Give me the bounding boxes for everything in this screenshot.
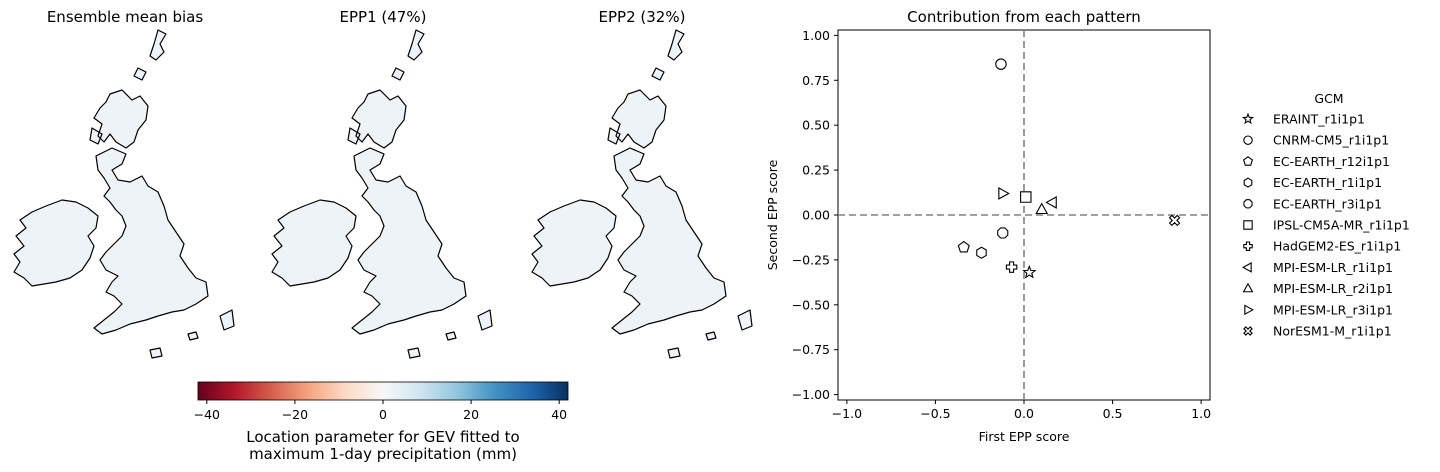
- map-title-2: EPP1 (47%): [340, 8, 427, 26]
- map-panels: Ensemble mean bias EPP1 (47%) EPP2 (32%): [13, 8, 753, 359]
- legend-label: HadGEM2-ES_r1i1p1: [1273, 239, 1401, 254]
- x-tick-label: −1.0: [832, 406, 862, 421]
- x-axis-label: First EPP score: [979, 429, 1070, 444]
- legend-label: EC-EARTH_r1i1p1: [1273, 175, 1382, 190]
- scatter-point: [998, 187, 1010, 200]
- legend-item: MPI-ESM-LR_r3i1p1: [1244, 302, 1393, 317]
- map-panel-2: EPP1 (47%): [271, 8, 493, 359]
- legend-marker: [1241, 112, 1255, 125]
- scatter-point: [997, 227, 1009, 239]
- legend: GCM ERAINT_r1i1p1 CNRM-CM5_r1i1p1 EC-EARTH…: [1241, 91, 1410, 339]
- legend-marker: [1243, 199, 1253, 209]
- legend-item: EC-EARTH_r12i1p1: [1242, 154, 1390, 169]
- legend-marker: [1244, 304, 1254, 316]
- land-fill: [272, 30, 492, 358]
- y-axis-label: Second EPP score: [765, 159, 780, 270]
- x-tick-label: 0.5: [1103, 406, 1123, 421]
- legend-label: MPI-ESM-LR_r1i1p1: [1273, 260, 1393, 275]
- legend-item: CNRM-CM5_r1i1p1: [1243, 133, 1389, 148]
- y-tick-label: −0.25: [792, 252, 830, 267]
- legend-marker: [1243, 135, 1253, 145]
- legend-marker: [1243, 241, 1253, 251]
- legend-label: EC-EARTH_r12i1p1: [1273, 154, 1390, 169]
- legend-item: NorESM1-M_r1i1p1: [1243, 324, 1392, 339]
- legend-marker: [1242, 262, 1252, 273]
- colorbar-tick-label: 40: [551, 407, 567, 422]
- colorbar-tick-label: 0: [379, 407, 387, 422]
- colorbar-label-line1: Location parameter for GEV fitted to: [246, 428, 519, 446]
- legend-item: ERAINT_r1i1p1: [1241, 112, 1365, 127]
- legend-label: MPI-ESM-LR_r2i1p1: [1273, 281, 1393, 296]
- legend-marker: [1243, 326, 1253, 336]
- scatter-point: [976, 246, 987, 259]
- y-tick-label: 0.25: [802, 163, 830, 178]
- scatter-point: [1020, 191, 1032, 203]
- scatter-point: [1035, 202, 1049, 215]
- colorbar: −40 −20 0 20 40 Location parameter for GEV f…: [194, 381, 569, 463]
- legend-marker: [1242, 156, 1254, 166]
- y-tick-label: −0.50: [792, 297, 830, 312]
- legend-item: EC-EARTH_r1i1p1: [1243, 175, 1382, 190]
- legend-item: HadGEM2-ES_r1i1p1: [1243, 239, 1401, 254]
- legend-marker: [1243, 177, 1253, 188]
- map-panel-3: EPP2 (32%): [531, 8, 753, 359]
- x-tick-label: −0.5: [920, 406, 950, 421]
- legend-marker: [1242, 282, 1254, 293]
- legend-item: EC-EARTH_r3i1p1: [1243, 196, 1382, 211]
- scatter-point: [1045, 196, 1057, 209]
- y-tick-label: −1.00: [792, 387, 830, 402]
- scatter-point: [1168, 214, 1181, 227]
- scatter-point: [1022, 264, 1037, 279]
- uk-map-2: [271, 29, 493, 359]
- scatter-ticks: −1.0 −0.5 0.0 0.5 1.0 1.00 0.75 0.50 0.25 0.00 −0.…: [792, 28, 1211, 421]
- legend-label: IPSL-CM5A-MR_r1i1p1: [1273, 218, 1410, 233]
- legend-item: MPI-ESM-LR_r1i1p1: [1242, 260, 1393, 275]
- legend-label: ERAINT_r1i1p1: [1273, 112, 1365, 127]
- legend-item: IPSL-CM5A-MR_r1i1p1: [1243, 218, 1410, 233]
- colorbar-tick-label: −40: [194, 407, 220, 422]
- colorbar-label-line2: maximum 1-day precipitation (mm): [249, 445, 517, 463]
- y-tick-label: 0.50: [802, 118, 830, 133]
- uk-map-3: [531, 29, 753, 359]
- legend-marker: [1243, 220, 1253, 230]
- land-fill: [14, 30, 234, 358]
- legend-label: NorESM1-M_r1i1p1: [1273, 324, 1392, 339]
- legend-label: MPI-ESM-LR_r3i1p1: [1273, 302, 1393, 317]
- scatter-panel: Contribution from each pattern −1.0 −0.5 0…: [765, 8, 1211, 444]
- legend-label: EC-EARTH_r3i1p1: [1273, 196, 1382, 211]
- colorbar-tick-label: 20: [463, 407, 479, 422]
- y-tick-label: −0.75: [792, 342, 830, 357]
- legend-title: GCM: [1314, 91, 1343, 106]
- colorbar-ticks: −40 −20 0 20 40: [194, 400, 567, 422]
- x-tick-label: 1.0: [1191, 406, 1211, 421]
- scatter-title: Contribution from each pattern: [907, 8, 1141, 26]
- x-tick-label: 0.0: [1014, 406, 1034, 421]
- colorbar-gradient: [197, 381, 569, 401]
- legend-label: CNRM-CM5_r1i1p1: [1273, 133, 1389, 148]
- uk-map-1: [13, 29, 235, 359]
- legend-items: ERAINT_r1i1p1 CNRM-CM5_r1i1p1 EC-EARTH_r12…: [1241, 112, 1410, 339]
- scatter-point: [995, 58, 1007, 70]
- map-title-1: Ensemble mean bias: [47, 8, 204, 26]
- colorbar-tick-label: −20: [282, 407, 308, 422]
- scatter-points: [957, 58, 1181, 279]
- map-title-3: EPP2 (32%): [599, 8, 686, 26]
- scatter-point: [957, 240, 970, 253]
- y-tick-label: 0.00: [802, 208, 830, 223]
- scatter-point: [1005, 261, 1018, 273]
- field-patch: [594, 286, 622, 306]
- map-panel-1: Ensemble mean bias: [13, 8, 235, 359]
- land-fill: [532, 30, 752, 358]
- y-tick-label: 0.75: [802, 73, 830, 88]
- y-tick-label: 1.00: [802, 28, 830, 43]
- legend-item: MPI-ESM-LR_r2i1p1: [1242, 281, 1393, 296]
